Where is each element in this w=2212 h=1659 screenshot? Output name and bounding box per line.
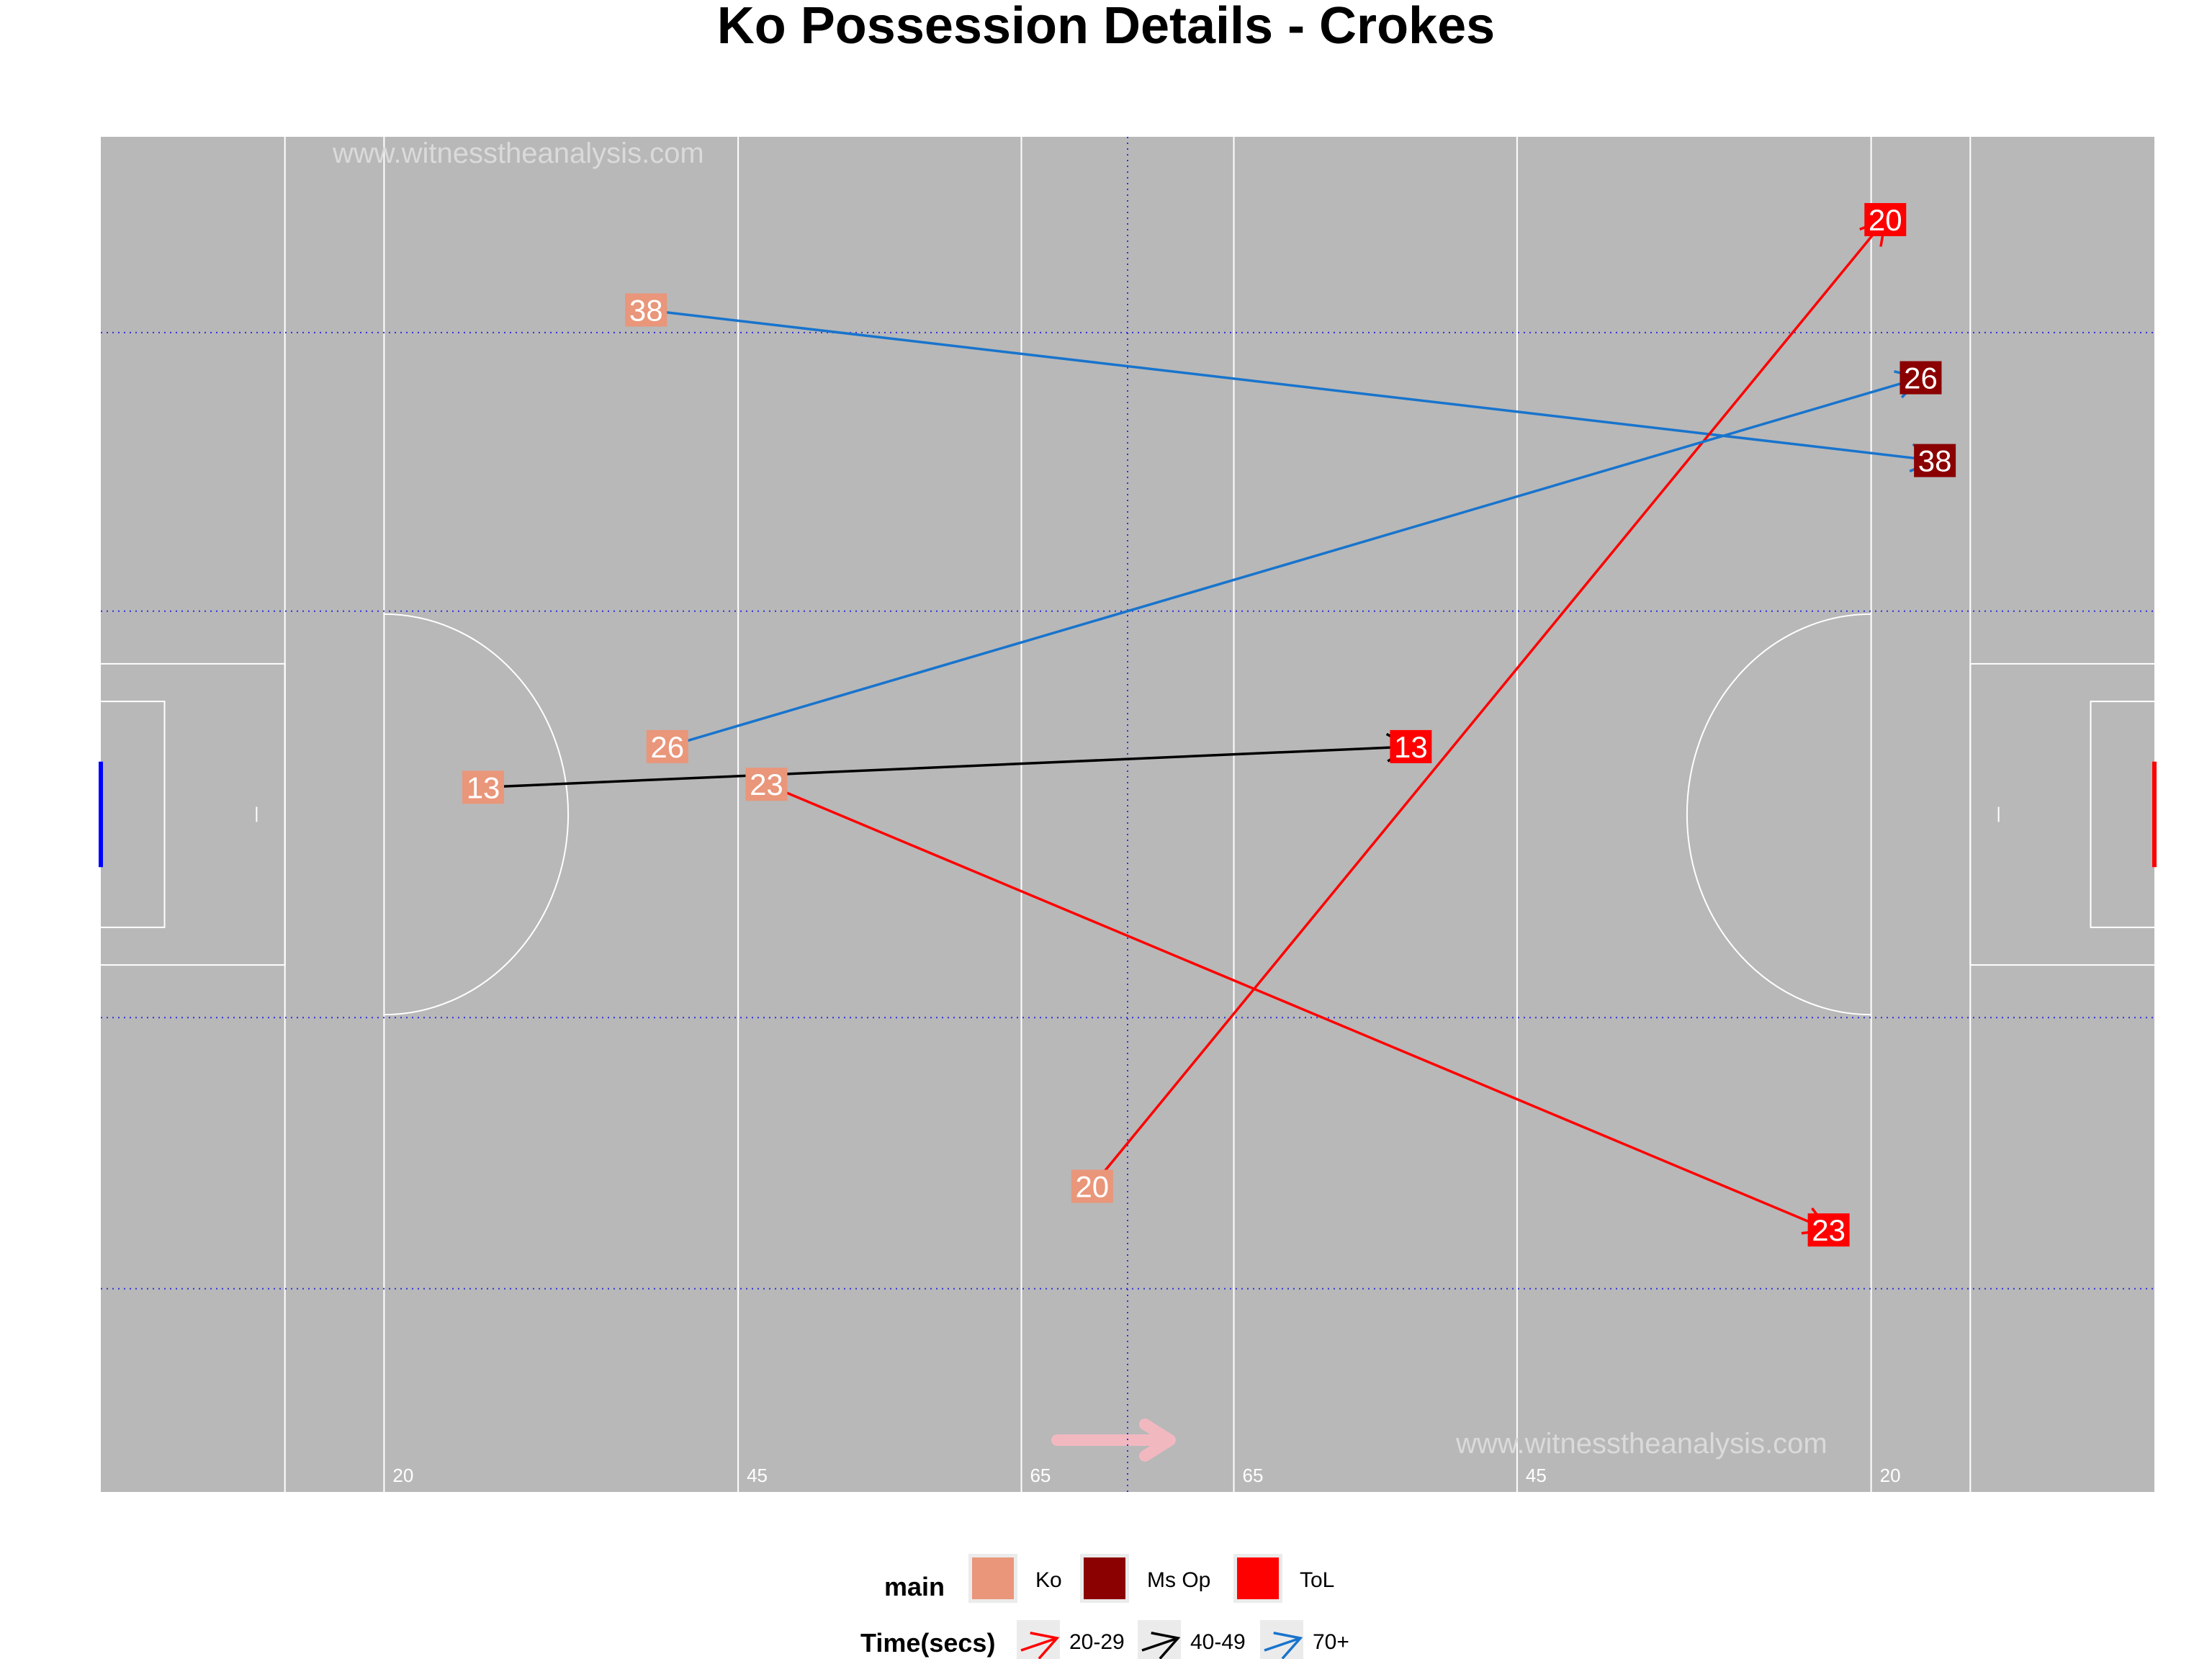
right-large-rectangle [1969, 662, 2154, 966]
right-arc [1686, 613, 1871, 1016]
possession-start-label-box [462, 770, 505, 804]
possession-end-label: 13 [1394, 730, 1428, 764]
left-large-rectangle [101, 662, 286, 966]
pitch-line-label: 65 [1030, 1465, 1051, 1486]
legend-main-label: Ms Op [1147, 1568, 1210, 1592]
left-small-rectangle [101, 701, 166, 928]
legend-main-label: ToL [1300, 1568, 1334, 1592]
direction-arrow-head [1139, 1419, 1176, 1462]
pitch-line-label: 65 [1243, 1465, 1264, 1486]
possession-arrow [482, 745, 1411, 789]
legend-main-label: Ko [1035, 1568, 1062, 1592]
possession-arrow [765, 783, 1830, 1231]
legend-time-key-head [1151, 1632, 1181, 1659]
possession-start-label: 20 [1075, 1170, 1109, 1204]
possession-end-label-box [1899, 361, 1942, 395]
left-arc [384, 613, 569, 1016]
possession-arrow [646, 308, 1936, 462]
possession-start-label-box [745, 768, 788, 801]
legend-time-key [1020, 1637, 1058, 1652]
possession-marks: 38 38 20 20 26 26 13 13 23 23 [462, 203, 1956, 1247]
legend-main-title: main [884, 1572, 945, 1601]
legend-key [972, 1557, 1014, 1599]
right-small-rectangle [2090, 701, 2154, 928]
legend-time-key-head [1273, 1632, 1303, 1659]
legend-time-key [1264, 1637, 1301, 1652]
legend-time-label: 20-29 [1069, 1630, 1125, 1654]
legend-time-title: Time(secs) [860, 1628, 995, 1658]
possession-start-label-box [646, 729, 688, 763]
possession-end-label-box [1914, 444, 1956, 477]
pitch-line-label: 20 [392, 1465, 413, 1486]
possession-start-label: 13 [467, 770, 500, 804]
chart-title: Ko Possession Details - Crokes [716, 0, 1496, 55]
possession-end-label: 23 [1812, 1213, 1845, 1247]
legend: main Ko Ms Op ToL Time(secs) 20-29 40-49 70+ [860, 1554, 1349, 1659]
legend-time-label: 40-49 [1190, 1630, 1246, 1654]
possession-end-label-box [1864, 203, 1907, 237]
watermark-bottom: www.witnesstheanalysis.com [1455, 1428, 1827, 1460]
legend-time-label: 70+ [1313, 1630, 1349, 1654]
pitch-line-label: 20 [1880, 1465, 1901, 1486]
legend-key [1084, 1557, 1125, 1599]
legend-time-key-head [1030, 1632, 1060, 1659]
possession-end-label: 38 [1918, 444, 1952, 478]
pitch-line-label: 45 [1526, 1465, 1547, 1486]
possession-arrow [667, 376, 1921, 748]
possession-end-label-box [1807, 1213, 1850, 1247]
possession-start-label: 26 [650, 730, 684, 764]
pitch-line-label: 45 [747, 1465, 768, 1486]
legend-time-key [1141, 1637, 1179, 1652]
possession-start-label-box [625, 293, 667, 327]
possession-start-label: 38 [629, 293, 663, 327]
possession-start-label-box [1071, 1169, 1113, 1203]
possession-arrow [1091, 218, 1887, 1187]
possession-end-label: 26 [1904, 361, 1938, 395]
possession-start-label: 23 [750, 768, 783, 801]
possession-end-label: 20 [1869, 203, 1902, 237]
possession-end-label-box [1390, 729, 1432, 763]
legend-key [1237, 1557, 1279, 1599]
watermark-top: www.witnesstheanalysis.com [332, 138, 704, 169]
